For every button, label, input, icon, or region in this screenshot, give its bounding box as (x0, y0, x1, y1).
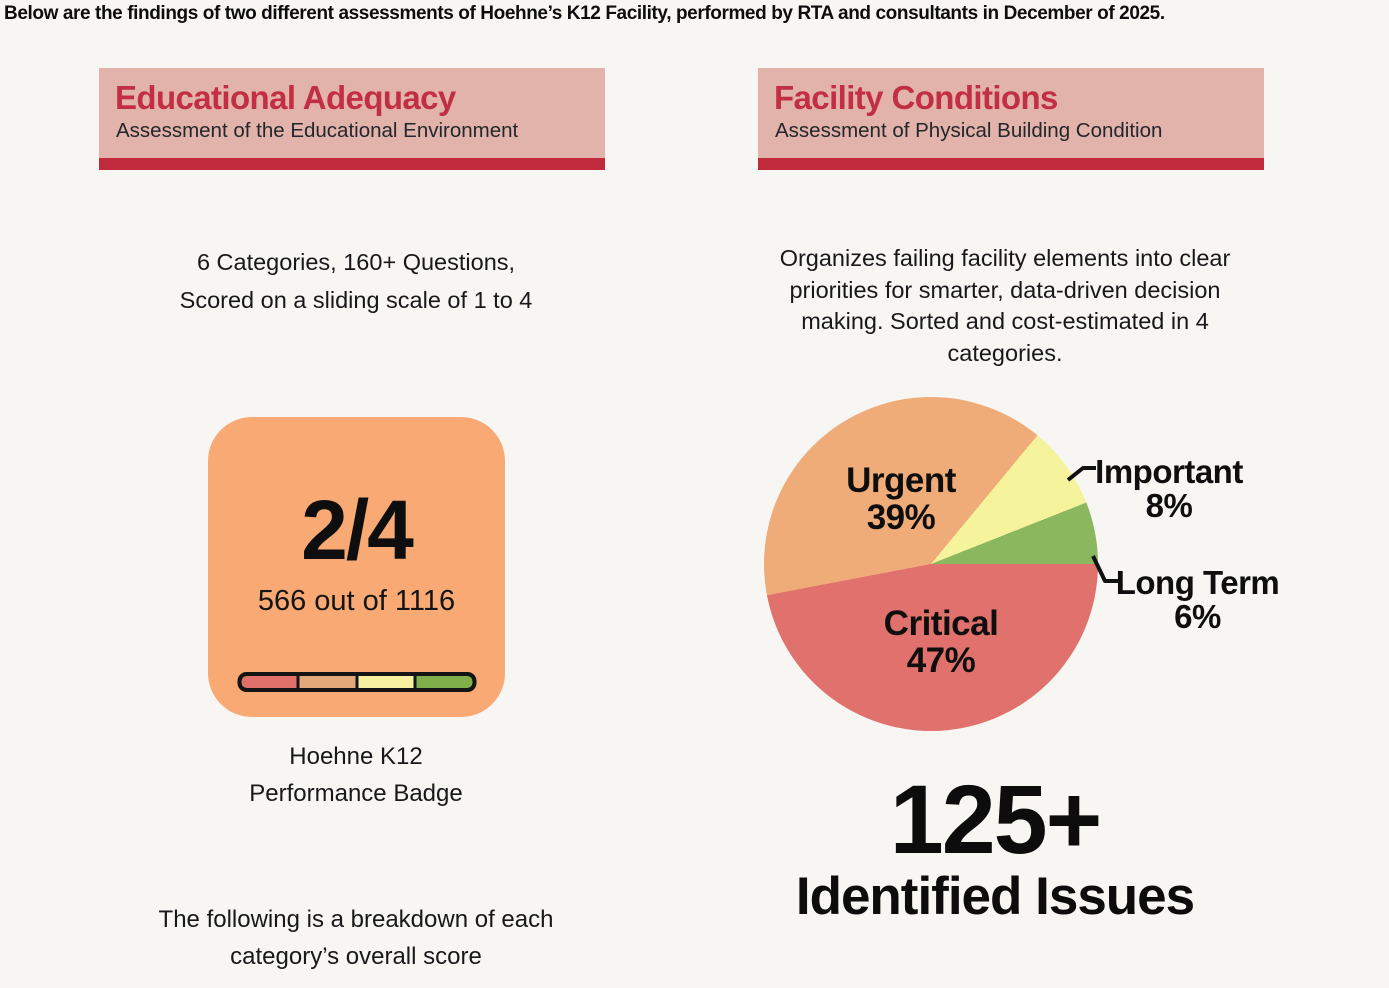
scale-segment (241, 676, 297, 688)
breakdown-line: category’s overall score (230, 943, 482, 970)
slice-percent: 8% (1145, 487, 1193, 524)
slice-label: Long Term (1115, 564, 1280, 601)
facility-conditions-title: Facility Conditions (774, 79, 1058, 116)
badge-score-detail: 566 out of 1116 (257, 585, 456, 617)
slice-label: Critical (883, 604, 999, 643)
educational-adequacy-header: Educational Adequacy Assessment of the E… (99, 68, 605, 170)
issues-label: Identified Issues (795, 867, 1195, 926)
slice-percent: 6% (1174, 598, 1221, 635)
badge-score: 2/4 (301, 483, 414, 577)
intro-text: Below are the findings of two different … (4, 3, 1165, 24)
score-scale-bar (237, 672, 476, 692)
pie-callout-long-term: Long Term 6% (1110, 566, 1285, 634)
facility-description-line: Organizes failing facility elements into… (779, 245, 1231, 271)
slice-label: Important (1095, 453, 1243, 490)
badge-caption-line: Hoehne K12 (289, 743, 423, 770)
breakdown-line: The following is a breakdown of each (158, 906, 554, 933)
methodology-line: 6 Categories, 160+ Questions, (196, 249, 516, 275)
scale-segment (358, 676, 414, 688)
slice-label: Urgent (846, 461, 956, 500)
scale-segment (416, 676, 472, 688)
pie-label-critical: Critical 47% (851, 605, 1031, 679)
educational-adequacy-subtitle: Assessment of the Educational Environmen… (116, 119, 519, 142)
facility-description-line: categories. (947, 339, 1063, 366)
issues-count: 125+ (889, 765, 1103, 874)
pie-label-urgent: Urgent 39% (811, 462, 991, 536)
facility-conditions-subtitle: Assessment of Physical Building Conditio… (775, 119, 1163, 142)
long-term-leader-line (1091, 555, 1119, 583)
slice-percent: 39% (866, 498, 936, 537)
issues-stat: 125+ Identified Issues (740, 770, 1250, 924)
pie-callout-important: Important 8% (1085, 455, 1253, 523)
breakdown-note: The following is a breakdown of each cat… (96, 901, 616, 975)
badge-caption: Hoehne K12 Performance Badge (196, 738, 516, 812)
facility-description: Organizes failing facility elements into… (740, 243, 1270, 369)
methodology-text: 6 Categories, 160+ Questions, Scored on … (96, 243, 616, 319)
facility-conditions-header: Facility Conditions Assessment of Physic… (758, 68, 1264, 170)
methodology-line: Scored on a sliding scale of 1 to 4 (179, 287, 533, 313)
facility-description-line: making. Sorted and cost-estimated in 4 (801, 308, 1209, 334)
performance-badge: 2/4 566 out of 1116 (208, 417, 505, 717)
callout-leader-lines (1066, 466, 1119, 583)
badge-caption-line: Performance Badge (249, 780, 463, 807)
pie-chart (764, 397, 1098, 731)
slice-percent: 47% (906, 641, 976, 680)
important-leader-line (1066, 466, 1096, 482)
educational-adequacy-title: Educational Adequacy (115, 79, 456, 116)
facility-description-line: priorities for smarter, data-driven deci… (789, 276, 1221, 303)
scale-segment (299, 676, 355, 688)
